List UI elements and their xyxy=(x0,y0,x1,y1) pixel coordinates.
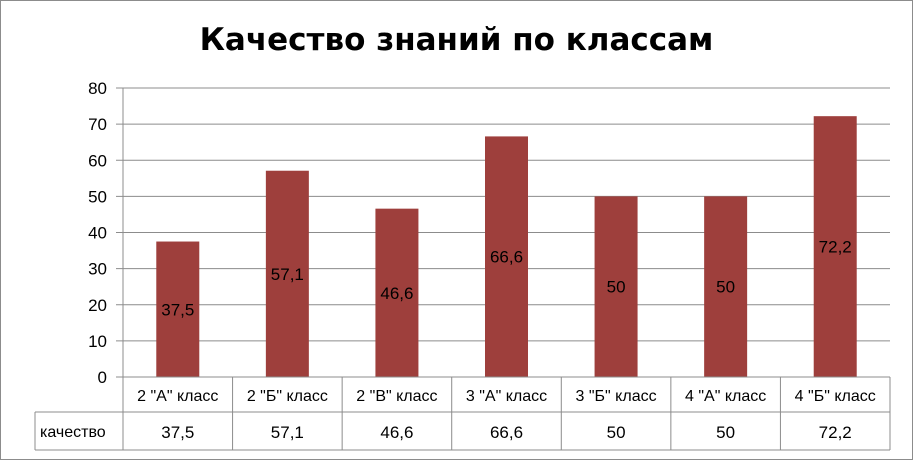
bar xyxy=(704,196,748,377)
x-category-label: 4 "Б" класс xyxy=(795,388,876,405)
bars: 37,5 57,1 46,6 66,6 50 50 72,2 xyxy=(156,116,857,378)
x-category-label: 2 "В" класс xyxy=(356,388,437,405)
y-tick-label: 50 xyxy=(88,187,107,206)
x-category-label: 3 "А" класс xyxy=(466,388,547,405)
y-axis: 0 10 20 30 40 50 60 70 80 xyxy=(88,79,124,387)
y-tick-label: 30 xyxy=(88,260,107,279)
y-tick-label: 80 xyxy=(88,79,107,98)
table-series-name: качество xyxy=(40,424,106,441)
x-category-label: 2 "А" класс xyxy=(137,388,218,405)
chart-title: Качество знаний по классам xyxy=(199,22,714,58)
y-tick-label: 20 xyxy=(88,296,107,315)
bar-data-label: 50 xyxy=(716,278,735,297)
bar xyxy=(813,116,857,378)
y-tick-label: 60 xyxy=(88,151,107,170)
bar-data-label: 50 xyxy=(607,278,626,297)
table-value-cell: 37,5 xyxy=(161,423,194,442)
bar xyxy=(485,136,528,377)
y-tick-label: 10 xyxy=(88,332,107,351)
table-value-cell: 57,1 xyxy=(271,423,304,442)
table-value-cell: 46,6 xyxy=(380,423,413,442)
bar-data-label: 66,6 xyxy=(490,248,523,267)
table-value-cell: 66,6 xyxy=(490,423,523,442)
bar xyxy=(156,241,200,377)
bar xyxy=(375,208,419,377)
bar-data-label: 72,2 xyxy=(819,238,852,257)
x-category-label: 2 "Б" класс xyxy=(247,388,328,405)
bar-data-label: 37,5 xyxy=(161,300,194,319)
bar xyxy=(594,196,638,377)
y-tick-label: 0 xyxy=(98,368,107,387)
x-category-label: 3 "Б" класс xyxy=(576,388,657,405)
bar xyxy=(265,170,309,377)
x-category-label: 4 "А" класс xyxy=(685,388,766,405)
table-value-cell: 50 xyxy=(607,423,626,442)
y-tick-label: 70 xyxy=(88,115,107,134)
data-table: 2 "А" класс 2 "Б" класс 2 "В" класс 3 "А" к… xyxy=(34,376,891,451)
y-tick-label: 40 xyxy=(88,224,107,243)
bar-data-label: 46,6 xyxy=(380,284,413,303)
table-value-cell: 72,2 xyxy=(819,423,852,442)
table-value-cell: 50 xyxy=(716,423,735,442)
bar-data-label: 57,1 xyxy=(271,265,304,284)
